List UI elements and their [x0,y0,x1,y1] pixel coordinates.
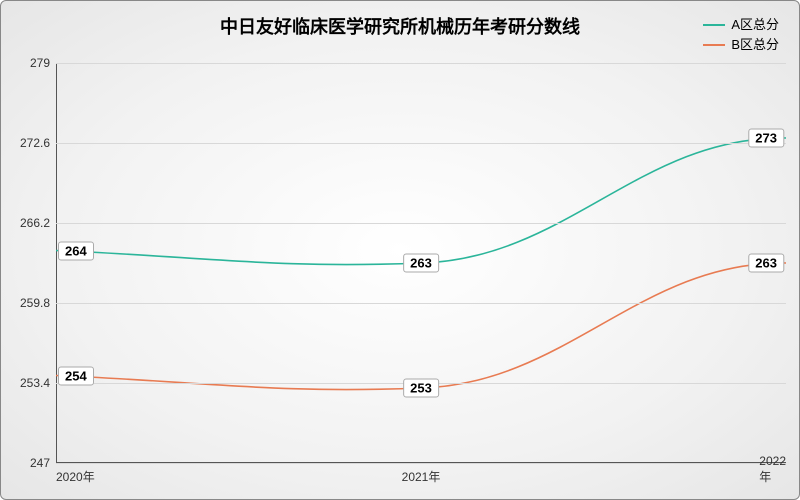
y-tick-label: 253.4 [8,376,50,390]
x-tick-label: 2022年 [759,454,786,485]
plot-area: 247253.4259.8266.2272.62792020年2021年2022… [56,63,786,463]
legend-swatch-a [703,24,725,26]
legend-item-b: B区总分 [703,35,779,55]
gridline [56,223,786,224]
y-tick-label: 279 [8,56,50,70]
chart-container: 中日友好临床医学研究所机械历年考研分数线 A区总分 B区总分 247253.42… [0,0,800,500]
legend-label-b: B区总分 [731,35,779,55]
legend: A区总分 B区总分 [703,15,779,55]
series-line [56,138,786,265]
gridline [56,303,786,304]
x-tick-label: 2021年 [402,468,441,485]
series-line [56,263,786,390]
y-tick-label: 266.2 [8,216,50,230]
data-label: 254 [58,366,94,385]
data-label: 263 [748,254,784,273]
gridline [56,143,786,144]
legend-swatch-b [703,44,725,46]
y-tick-label: 259.8 [8,296,50,310]
data-label: 263 [403,254,439,273]
legend-label-a: A区总分 [731,15,779,35]
legend-item-a: A区总分 [703,15,779,35]
data-label: 273 [748,129,784,148]
data-label: 264 [58,241,94,260]
data-label: 253 [403,379,439,398]
chart-title: 中日友好临床医学研究所机械历年考研分数线 [1,13,799,39]
y-tick-label: 247 [8,456,50,470]
x-tick-label: 2020年 [56,468,95,485]
gridline [56,463,786,464]
gridline [56,63,786,64]
y-tick-label: 272.6 [8,136,50,150]
